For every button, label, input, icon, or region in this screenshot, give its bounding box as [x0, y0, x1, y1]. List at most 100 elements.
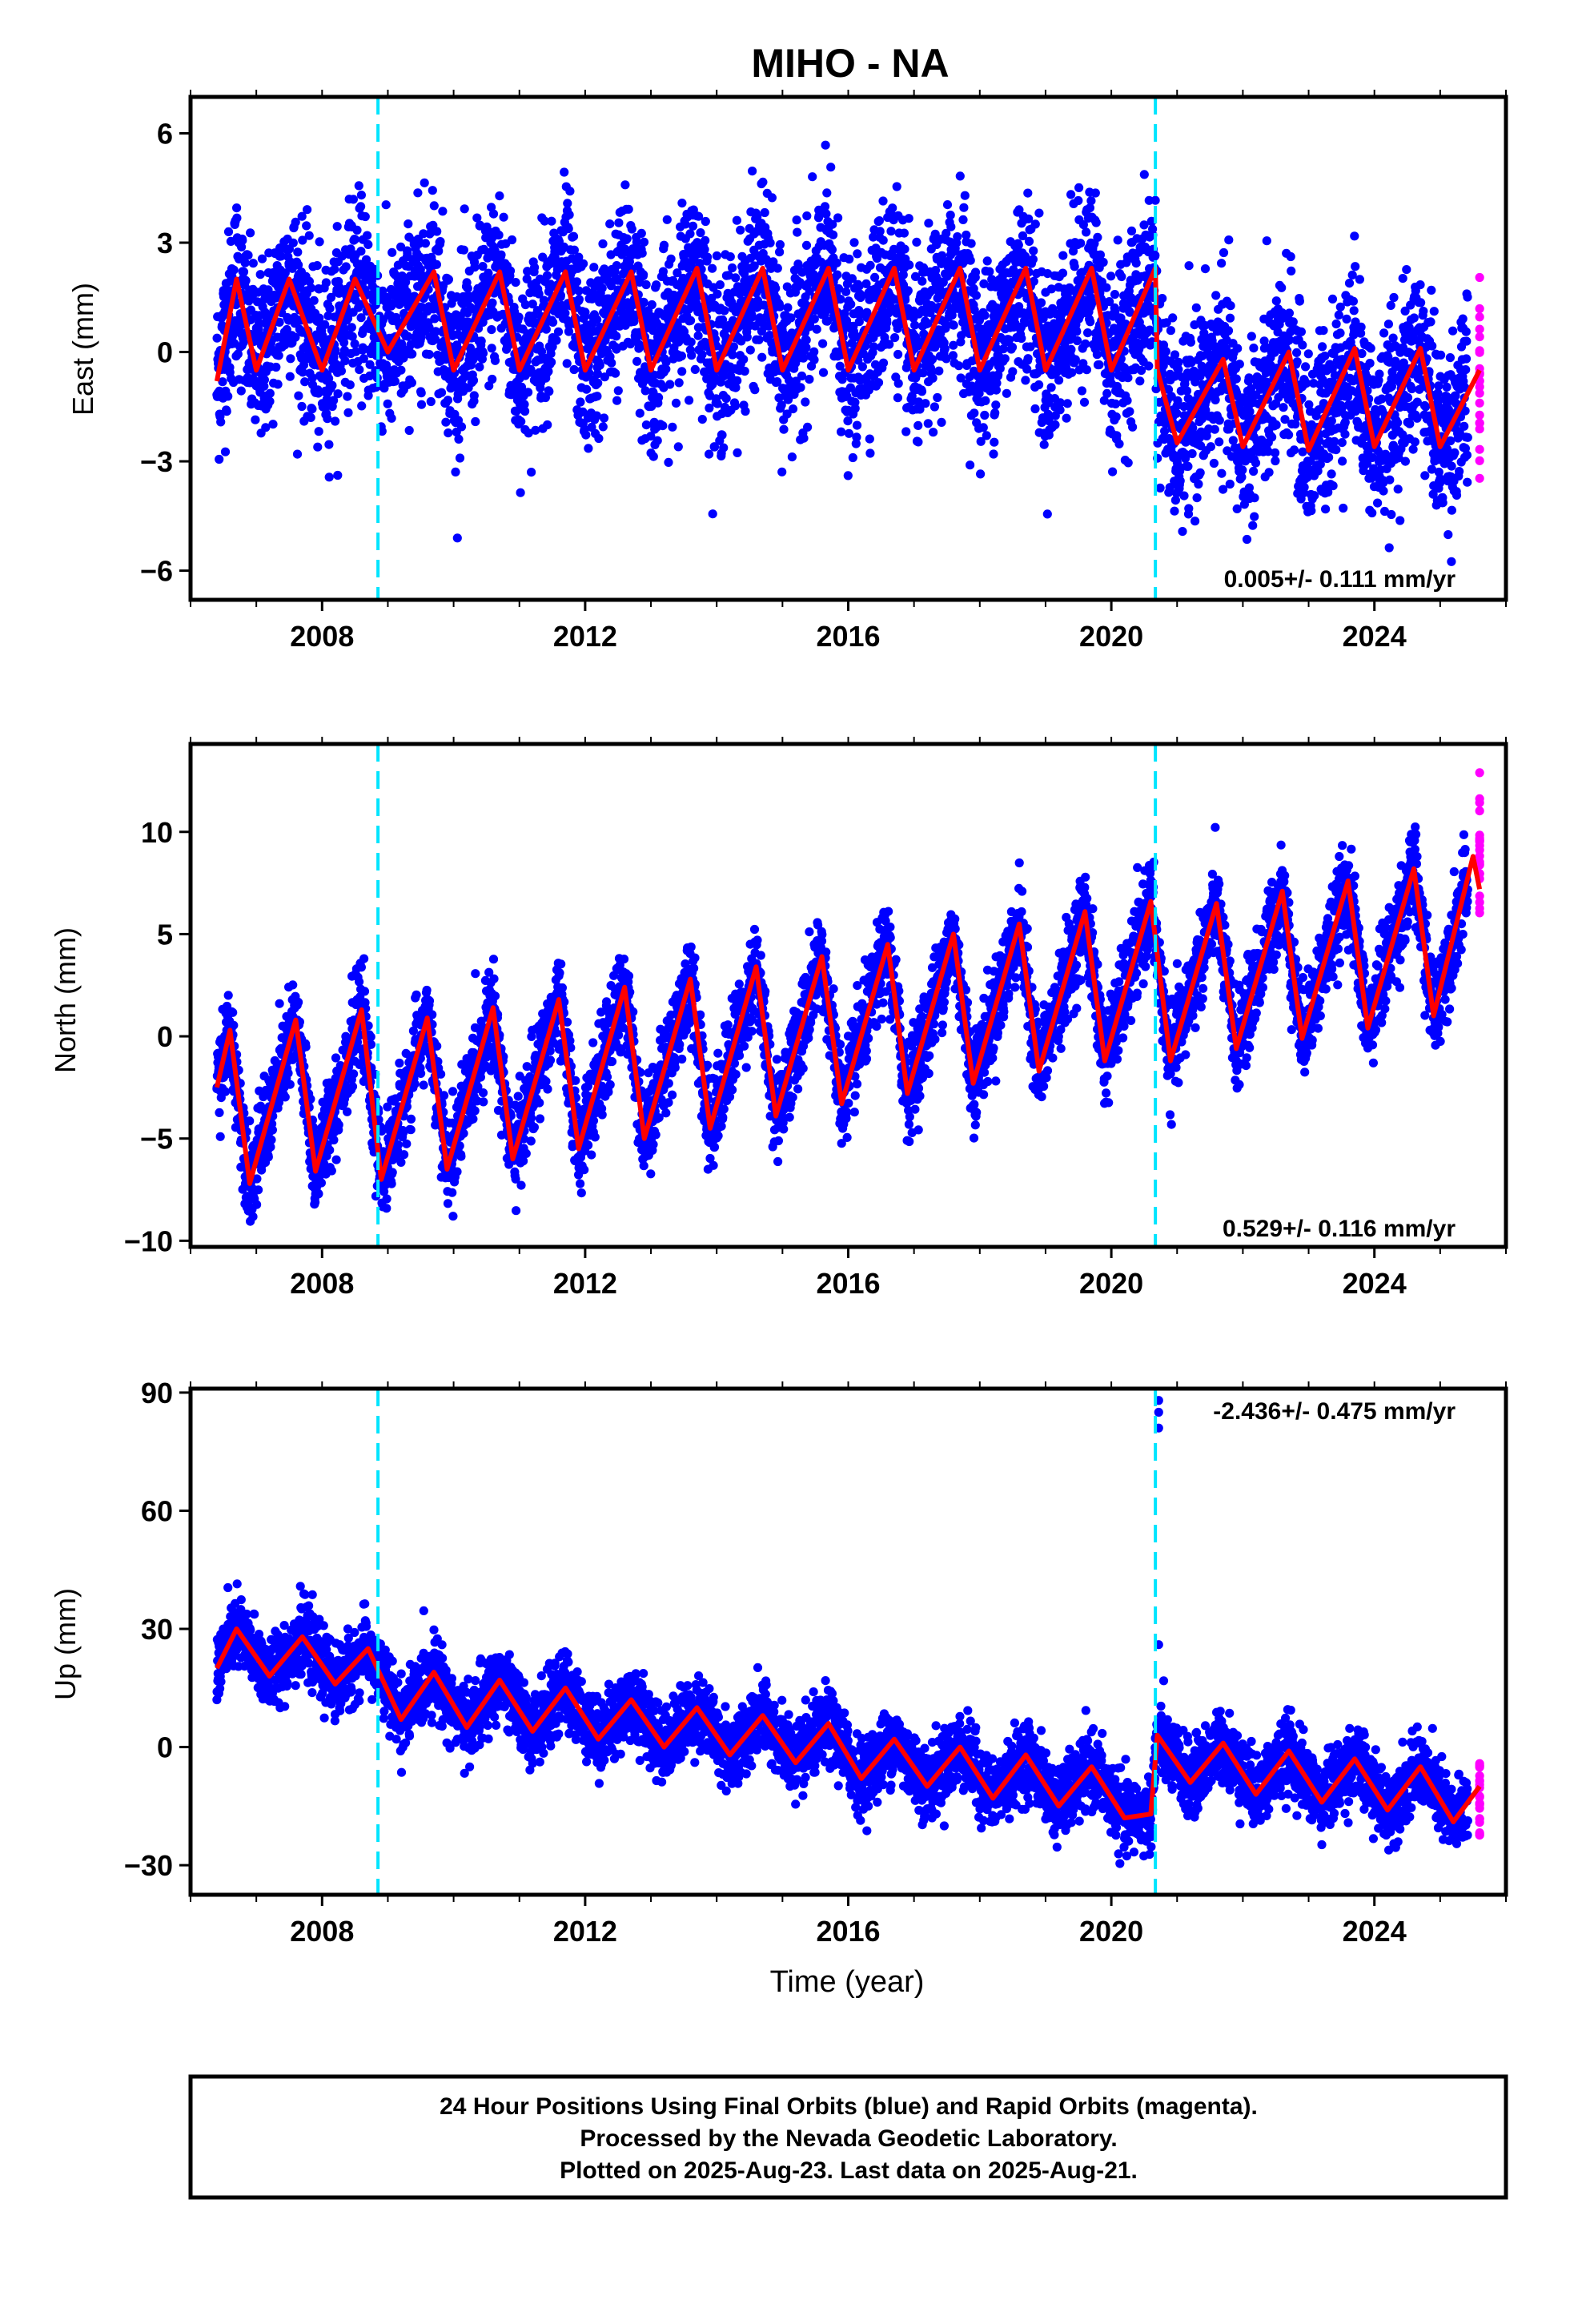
east-final-point: [893, 393, 902, 403]
east-final-point: [697, 350, 707, 360]
east-final-point: [1170, 506, 1179, 516]
east-final-point: [694, 211, 704, 221]
east-final-point: [853, 249, 862, 259]
east-final-point: [1166, 326, 1175, 336]
east-final-point: [820, 202, 830, 211]
east-final-point: [791, 376, 801, 386]
east-final-point: [930, 343, 940, 352]
east-final-point: [747, 312, 757, 322]
east-final-point: [239, 338, 248, 348]
east-final-point: [1074, 195, 1083, 206]
east-final-point: [639, 237, 649, 247]
east-final-point: [560, 167, 569, 177]
east-final-point: [946, 211, 955, 220]
east-final-point: [327, 380, 337, 390]
east-final-point: [843, 471, 853, 480]
east-final-point: [718, 315, 728, 324]
east-final-point: [307, 404, 317, 414]
east-final-point: [1342, 314, 1351, 324]
east-final-point: [1327, 469, 1336, 479]
east-final-point: [775, 239, 785, 250]
east-final-point: [1211, 291, 1221, 300]
east-final-point: [339, 338, 349, 348]
east-final-point: [808, 172, 817, 182]
east-final-point: [1139, 170, 1149, 179]
east-final-point: [773, 263, 782, 273]
east-final-point: [1172, 408, 1182, 418]
east-final-point: [1067, 368, 1077, 377]
east-final-point: [777, 467, 787, 476]
east-final-point: [757, 352, 767, 362]
east-final-point: [297, 401, 307, 412]
east-final-point: [801, 343, 811, 352]
east-final-point: [215, 454, 224, 464]
east-final-point: [982, 256, 992, 266]
east-final-point: [542, 271, 552, 280]
east-final-point: [324, 472, 334, 482]
east-final-point: [1245, 407, 1255, 416]
east-final-point: [1224, 235, 1234, 245]
east-final-point: [927, 355, 938, 364]
east-final-point: [552, 265, 563, 275]
east-final-point: [1076, 239, 1086, 248]
east-final-point: [1292, 357, 1302, 367]
east-final-point: [865, 434, 874, 444]
east-final-point: [511, 278, 520, 287]
east-final-point: [835, 361, 845, 371]
east-final-point: [966, 239, 976, 248]
east-final-point: [599, 413, 609, 423]
east-final-point: [1271, 420, 1281, 430]
east-final-point: [1249, 344, 1259, 353]
east-final-point: [229, 265, 239, 275]
east-final-point: [361, 255, 371, 264]
east-final-point: [970, 408, 979, 418]
east-final-point: [1355, 275, 1364, 284]
east-final-point: [930, 402, 939, 412]
east-final-point: [363, 239, 373, 249]
east-final-point: [613, 386, 623, 396]
east-final-point: [584, 444, 593, 453]
east-final-point: [1288, 317, 1298, 327]
east-final-point: [514, 312, 524, 322]
east-final-point: [280, 268, 290, 278]
east-final-point: [1356, 322, 1366, 332]
east-final-point: [1034, 208, 1044, 218]
east-final-point: [981, 396, 990, 405]
east-final-point: [985, 267, 994, 276]
east-final-point: [1014, 240, 1023, 250]
east-final-point: [949, 340, 958, 350]
east-final-point: [598, 239, 608, 249]
east-final-point: [314, 427, 323, 436]
east-final-point: [347, 323, 356, 332]
east-final-point: [910, 320, 920, 330]
east-final-point: [396, 365, 406, 375]
east-final-point: [899, 228, 909, 238]
east-final-point: [861, 279, 871, 288]
east-final-point: [232, 213, 242, 223]
east-final-point: [1144, 361, 1154, 371]
east-final-point: [541, 324, 551, 334]
east-final-point: [544, 367, 553, 376]
east-final-point: [693, 331, 703, 340]
east-final-point: [677, 351, 687, 361]
east-final-point: [218, 377, 227, 387]
east-final-point: [769, 257, 778, 267]
east-final-point: [648, 452, 658, 461]
east-final-point: [923, 419, 933, 428]
east-final-point: [1081, 339, 1090, 348]
east-final-point: [1111, 412, 1121, 422]
east-final-point: [265, 396, 275, 406]
east-final-point: [606, 281, 616, 291]
east-final-point: [574, 295, 584, 304]
east-final-point: [1225, 313, 1235, 323]
east-final-point: [1054, 376, 1064, 385]
east-final-point: [915, 404, 925, 414]
east-final-point: [223, 227, 234, 236]
east-final-point: [434, 246, 444, 256]
east-final-point: [970, 267, 981, 277]
east-final-point: [787, 452, 797, 462]
east-final-point: [822, 316, 832, 326]
east-final-point: [1182, 386, 1192, 396]
east-final-point: [259, 375, 269, 384]
east-final-point: [420, 178, 429, 187]
